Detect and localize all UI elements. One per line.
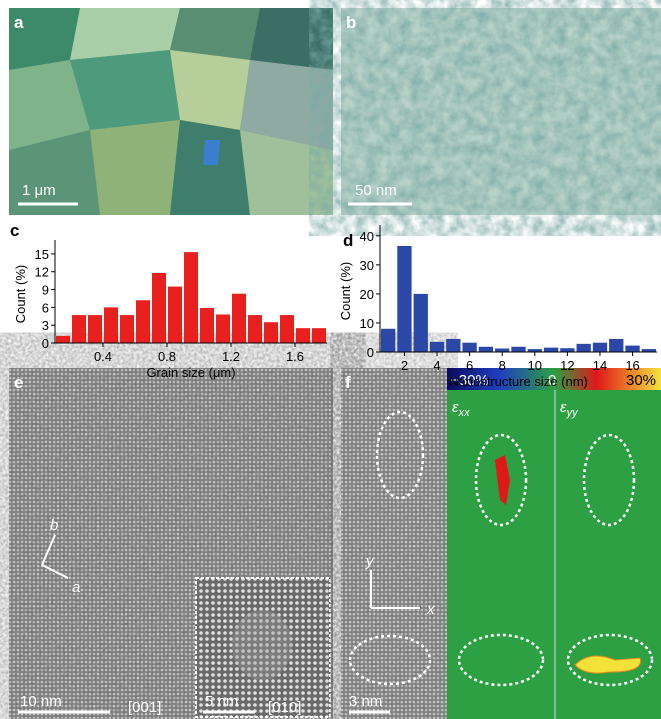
bar [446,339,460,352]
bar [544,348,558,352]
y-axis-label: Count (%) [338,262,353,321]
x-tick-label: 8 [499,358,506,373]
x-tick-label: 6 [466,358,473,373]
panel-label: b [346,13,356,32]
zone-label: [001] [128,699,161,716]
page: a b c d e f 1 μm 50 nm 10 nm [001] 5 nm … [0,0,661,719]
scale-label: 1 μm [22,182,56,199]
bar [152,273,166,343]
y-tick-label: 9 [42,283,49,298]
bar [296,328,310,343]
micrograph-a [9,8,333,215]
bar [120,315,134,343]
bar [280,315,294,343]
scale-label: 5 nm [205,693,238,710]
bar [248,315,262,343]
bar [414,294,428,352]
x-axis-label: Grain size (μm) [146,365,235,380]
figure: a b c d e f 1 μm 50 nm 10 nm [001] 5 nm … [0,0,661,719]
subscript: xx [458,407,471,419]
micrograph-e [9,368,333,719]
bar [625,346,639,352]
bar [381,329,395,352]
bar [88,315,102,343]
bar [479,347,493,352]
panel-label: e [14,373,23,392]
y-tick-label: 15 [35,247,49,262]
bar [593,343,607,352]
scale-label: 3 nm [349,693,382,710]
bar [200,308,214,343]
y-tick-label: 12 [35,265,49,280]
bar [462,343,476,352]
bar [397,246,411,352]
y-tick-label: 0 [367,345,374,360]
x-tick-label: 12 [560,358,574,373]
scale-label: 10 nm [20,693,62,710]
y-axis-label: Count (%) [13,265,28,324]
y-tick-label: 0 [42,336,49,351]
panel-label: c [10,221,19,240]
bar [577,344,591,352]
bar [264,322,278,343]
bar [511,347,525,352]
bar [136,300,150,343]
x-tick-label: 2 [401,358,408,373]
x-tick-label: 4 [433,358,440,373]
axis-label: x [426,601,435,618]
bar [312,328,326,343]
bar [609,339,623,352]
bar [104,307,118,343]
panel-label: a [14,13,24,32]
x-axis-label: Nanostructure size (nm) [449,374,588,389]
y-tick-label: 20 [360,287,374,302]
panel-label: f [345,373,351,392]
y-tick-label: 30 [360,258,374,273]
bar [216,314,230,343]
zone-label: [010] [268,699,301,716]
x-tick-label: 1.2 [222,349,240,364]
scale-label: 50 nm [355,182,397,199]
bar [495,349,509,352]
y-tick-label: 10 [360,316,374,331]
bar [184,252,198,343]
x-tick-label: 10 [528,358,542,373]
x-tick-label: 14 [593,358,607,373]
y-tick-label: 3 [42,318,49,333]
colorbar-label: 30% [626,372,656,389]
bar [72,315,86,343]
subscript: yy [566,407,580,419]
micrograph-f [341,368,661,719]
y-tick-label: 6 [42,300,49,315]
bar [168,287,182,343]
x-tick-label: 16 [625,358,639,373]
bar [430,342,444,352]
x-tick-label: 0.4 [94,349,112,364]
bar [232,294,246,343]
bar [560,348,574,352]
x-tick-label: 0.8 [158,349,176,364]
x-tick-label: 1.6 [286,349,304,364]
y-tick-label: 40 [360,229,374,244]
bar [56,336,70,343]
panel-label: d [343,231,353,250]
axis-label: a [72,579,80,596]
axis-label: b [50,517,58,534]
